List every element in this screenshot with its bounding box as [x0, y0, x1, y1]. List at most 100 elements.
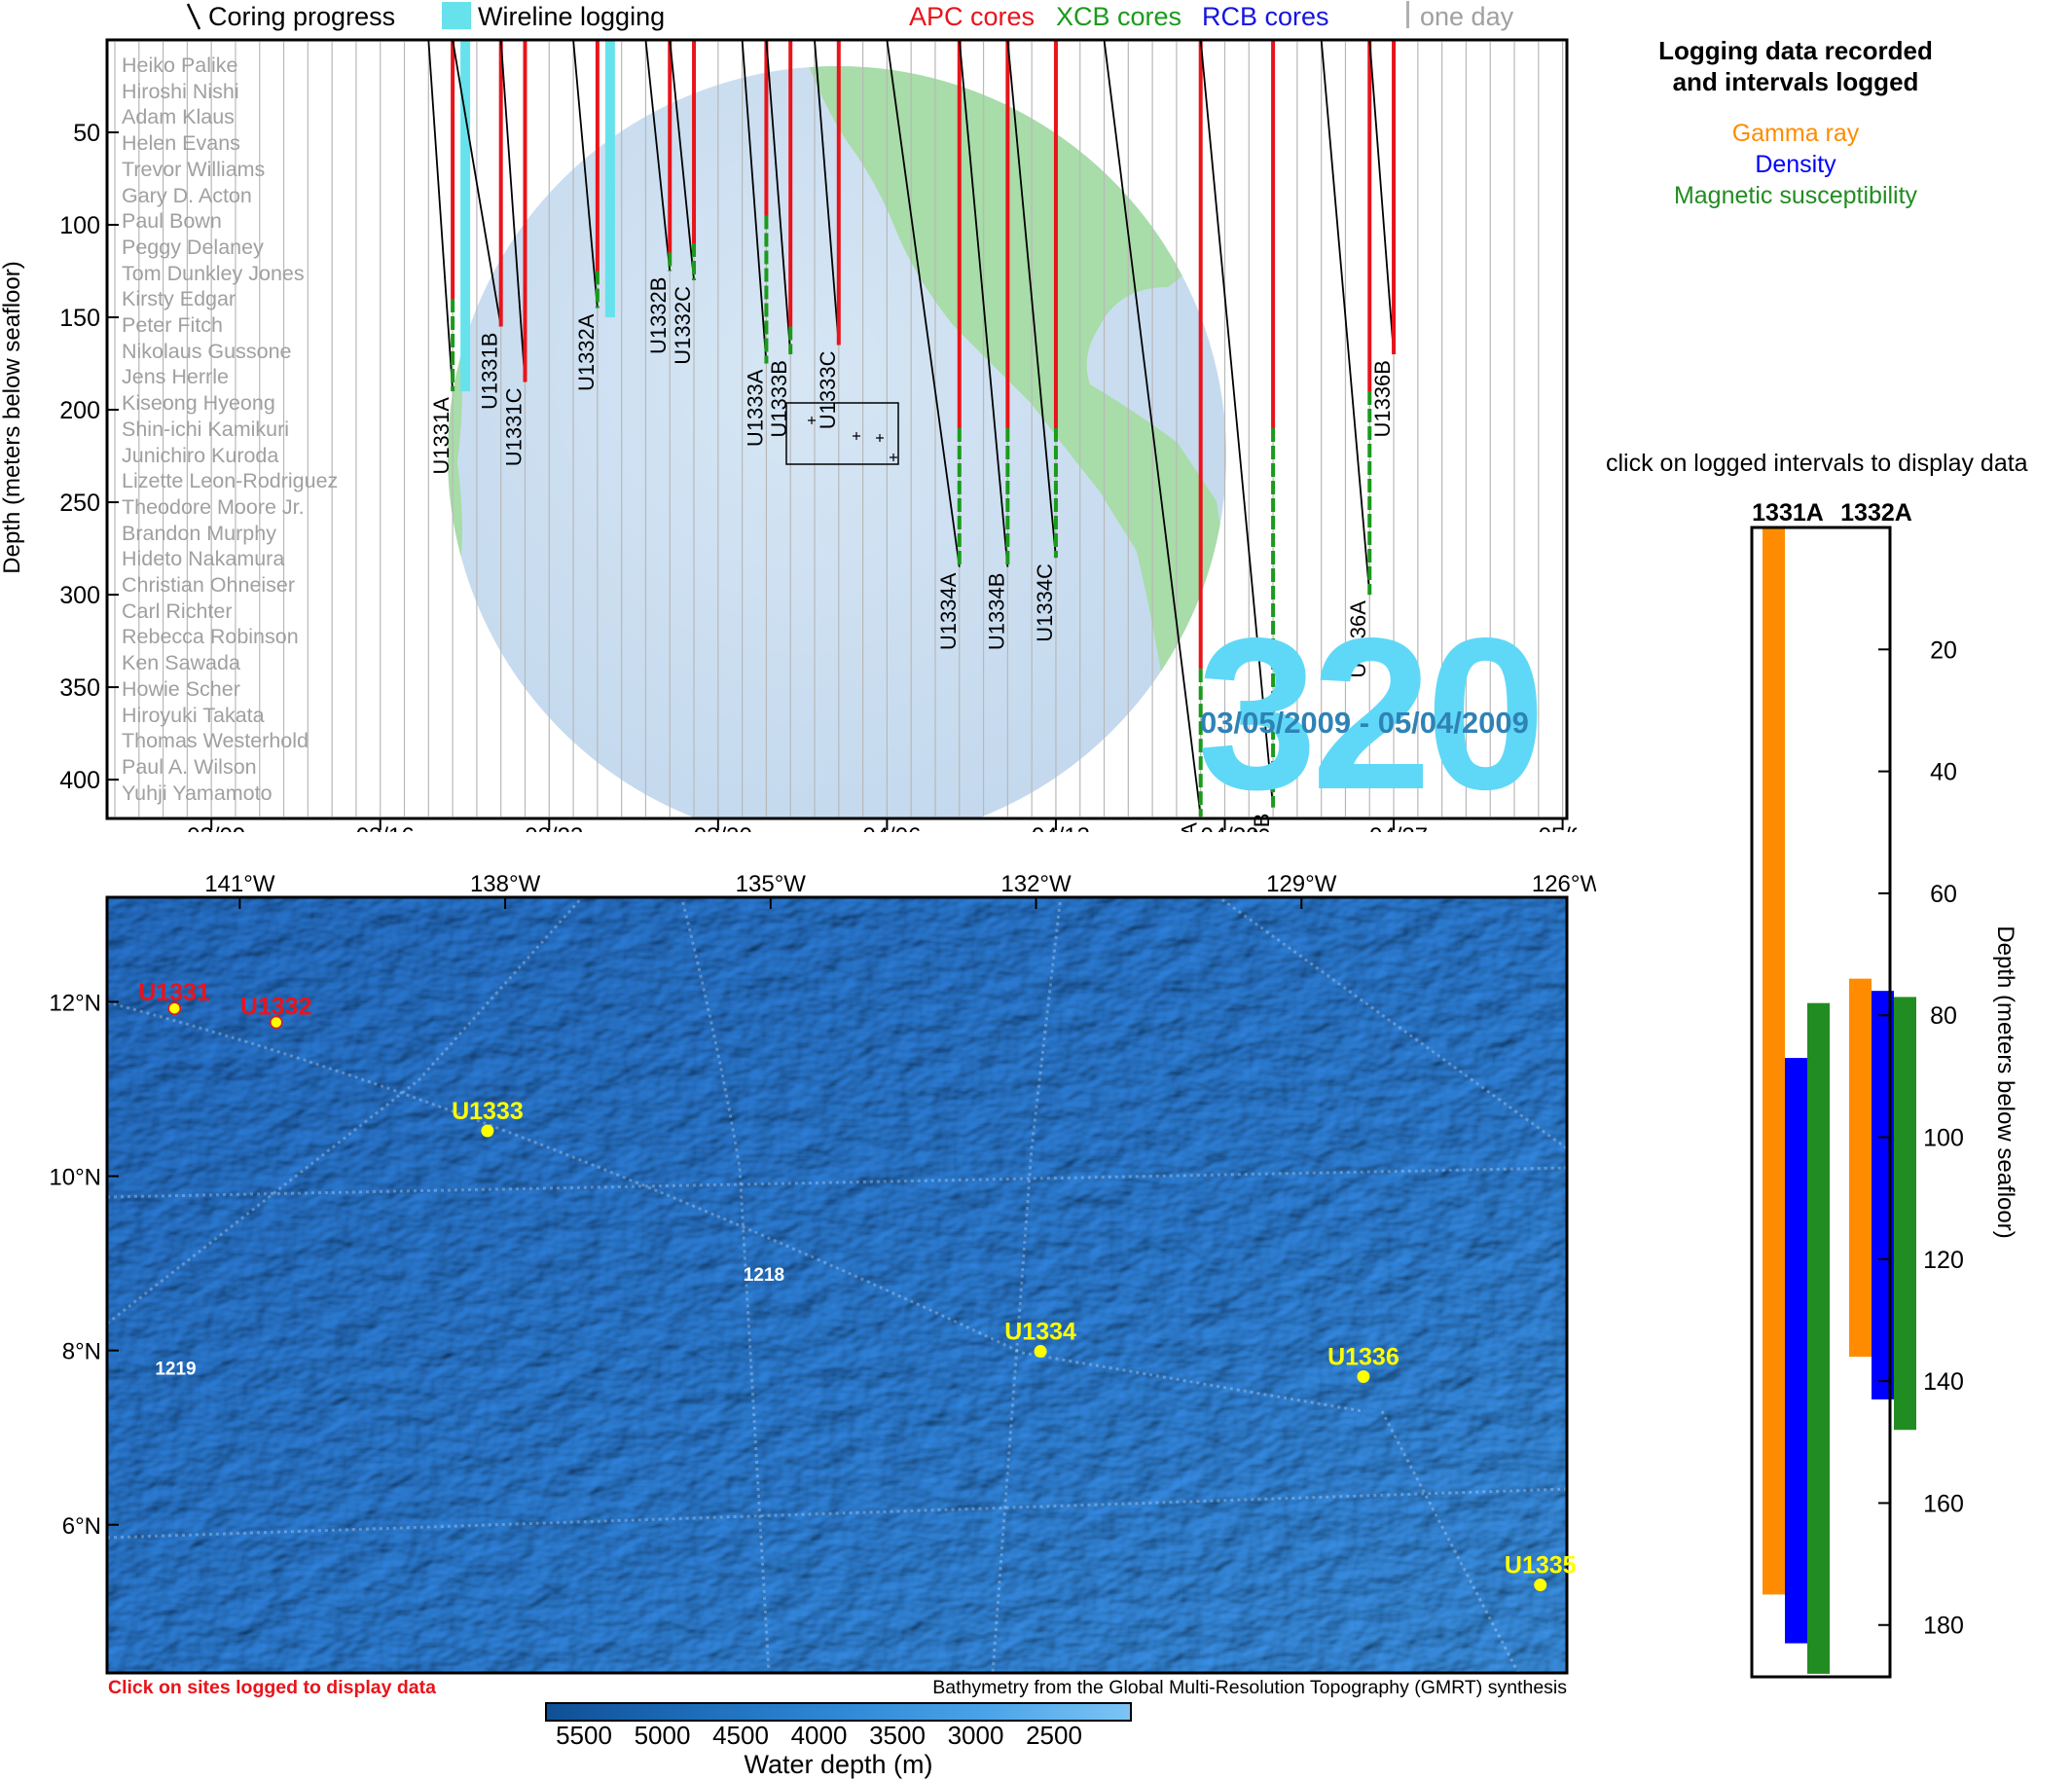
hole-U1331A: U1331A — [427, 39, 455, 475]
map-axes: 141°W 138°W 135°W 132°W 129°W 126°W 12°N 10°N 8°… — [49, 871, 1596, 1540]
log-y-tick-label: 60 — [1930, 881, 1957, 908]
coring-progress-line — [644, 39, 672, 272]
scientist-name: Rebecca Robinson — [122, 625, 299, 649]
wireline-bars — [460, 40, 615, 392]
scientist-name: Hiroyuki Takata — [122, 703, 265, 727]
x-tick-label: 05/04 — [1539, 823, 1577, 832]
site-marker — [1034, 1345, 1047, 1359]
hole-label: U1334C — [1033, 563, 1057, 642]
log-y-tick-label: 180 — [1923, 1613, 1964, 1640]
site-U1333[interactable]: U1333 — [452, 1098, 524, 1138]
site-U1334[interactable]: U1334 — [1004, 1319, 1076, 1359]
hole-label: U1333C — [816, 350, 840, 429]
log-y-tick-label: 40 — [1930, 759, 1957, 786]
log-interval-1332A-density[interactable] — [1872, 991, 1894, 1399]
colorbar-tick-label: 3000 — [947, 1721, 1004, 1750]
map-seafloor — [107, 897, 1567, 1673]
scientist-name: Yuhji Yamamoto — [122, 781, 273, 805]
log-interval-1332A-magsus[interactable] — [1894, 997, 1916, 1431]
site-U1336[interactable]: U1336 — [1327, 1344, 1400, 1384]
map-click-hint: Click on sites logged to display data — [108, 1677, 436, 1698]
scientist-name: Thomas Westerhold — [122, 729, 309, 753]
scientist-name: Paul Bown — [122, 209, 222, 234]
site-label: U1336 — [1327, 1344, 1400, 1371]
y-tick-label: 150 — [59, 305, 100, 332]
hole-label: U1332A — [574, 313, 599, 391]
hole-U1333A: U1333A — [741, 39, 769, 447]
colorbar-label: Water depth (m) — [744, 1750, 933, 1779]
logging-frame — [1750, 526, 1892, 1679]
site-label: U1332 — [240, 994, 312, 1021]
logged-site-U1332[interactable]: U1332 — [240, 994, 312, 1030]
hole-U1334C: U1334C — [1006, 39, 1058, 642]
log-y-tick-label: 100 — [1923, 1125, 1964, 1152]
log-interval-1332A-gamma[interactable] — [1849, 978, 1872, 1358]
log-interval-bars[interactable] — [1763, 527, 1916, 1674]
colorbar-tick-label: 5500 — [556, 1721, 612, 1750]
legend-coring-progress: Coring progress — [208, 2, 396, 31]
lon-tick-label: 132°W — [1000, 871, 1072, 897]
hole-U1334B: U1334B — [958, 39, 1010, 650]
log-hole-header: 1331A — [1752, 499, 1824, 527]
logged-site-U1331[interactable]: U1331 — [138, 979, 210, 1015]
legend-xcb-cores: XCB cores — [1056, 2, 1182, 31]
colorbar-tick-label: 2500 — [1026, 1721, 1082, 1750]
scientist-name: Tom Dunkley Jones — [122, 261, 305, 285]
coring-progress-line — [1320, 39, 1371, 596]
logging-title-line2: and intervals logged — [1672, 67, 1919, 96]
coring-progress-line — [814, 39, 840, 345]
scientist-name: Paul A. Wilson — [122, 754, 257, 779]
y-tick-label: 100 — [59, 212, 100, 239]
coring-progress-line — [1103, 39, 1202, 817]
y-tick-label: 350 — [59, 674, 100, 702]
scientist-name: Adam Klaus — [122, 105, 235, 129]
x-tick-label: 04/20 — [1200, 823, 1258, 832]
hole-label: U1334A — [936, 572, 961, 650]
x-tick-label: 03/23 — [525, 823, 583, 832]
logging-intervals-chart: 20 40 60 80 100 120 140 160 180 1331A 1332A — [1750, 499, 1964, 1679]
scientist-name: Jens Herrle — [122, 365, 229, 389]
scientist-name: Lizette Leon-Rodriguez — [122, 469, 339, 493]
coring-progress-line — [1368, 39, 1395, 355]
map-sites[interactable]: U1331 U1332 U1333 U1334 U1336 U1335 1218 1219 — [138, 979, 1577, 1592]
hole-label: U1336B — [1370, 360, 1395, 438]
hole-U1331B: U1331B — [452, 39, 503, 410]
y-tick-label: 300 — [59, 582, 100, 609]
site-label: U1334 — [1004, 1319, 1076, 1346]
site-label: U1331 — [138, 979, 210, 1006]
log-interval-1331A-density[interactable] — [1785, 1058, 1807, 1644]
scientist-name: Hiroshi Nishi — [122, 79, 239, 103]
coring-progress-line — [1006, 39, 1057, 559]
log-interval-1331A-gamma[interactable] — [1763, 527, 1785, 1595]
y-tick-label: 200 — [59, 397, 100, 424]
hole-label: U1333B — [767, 360, 791, 438]
x-tick-label: 04/06 — [862, 823, 921, 832]
lon-tick-label: 126°W — [1532, 871, 1596, 897]
timeline-frame — [105, 38, 1569, 820]
hole-label: U1332B — [646, 277, 671, 355]
site-U1335[interactable]: U1335 — [1505, 1552, 1577, 1592]
wireline-swatch-icon — [442, 2, 471, 29]
logging-y-axis: 20 40 60 80 100 120 140 160 180 — [1878, 636, 1964, 1640]
lon-tick-label: 141°W — [204, 871, 275, 897]
log-interval-1331A-magsus[interactable] — [1807, 1002, 1830, 1674]
legend-magnetic-susceptibility: Magnetic susceptibility — [1673, 182, 1918, 209]
hole-U1332C: U1332C — [669, 39, 697, 365]
scientist-name: Helen Evans — [122, 131, 240, 156]
hole-U1335A: U1335A — [1103, 39, 1203, 832]
log-y-tick-label: 160 — [1923, 1490, 1964, 1517]
timeline-panel: Depth (meters below seafloor) U1331A U133… — [0, 34, 1577, 832]
legend-bar: Coring progress Wireline logging APC cor… — [0, 0, 1596, 33]
coring-progress-line — [452, 39, 502, 327]
inset-site-crosses — [808, 417, 897, 461]
scientist-name: Christian Ohneiser — [122, 573, 296, 598]
expedition-date-range: 03/05/2009 - 05/04/2009 — [1200, 706, 1529, 740]
lat-tick-label: 8°N — [62, 1339, 101, 1365]
log-y-tick-label: 120 — [1923, 1247, 1964, 1274]
map-panel: 141°W 138°W 135°W 132°W 129°W 126°W 12°N 10°N 8°… — [0, 856, 1596, 1780]
x-tick-label: 04/13 — [1032, 823, 1090, 832]
logging-click-hint: click on logged intervals to display dat… — [1606, 450, 2028, 477]
colorbar-tick-label: 5000 — [634, 1721, 691, 1750]
inset-map-outline — [785, 402, 899, 465]
